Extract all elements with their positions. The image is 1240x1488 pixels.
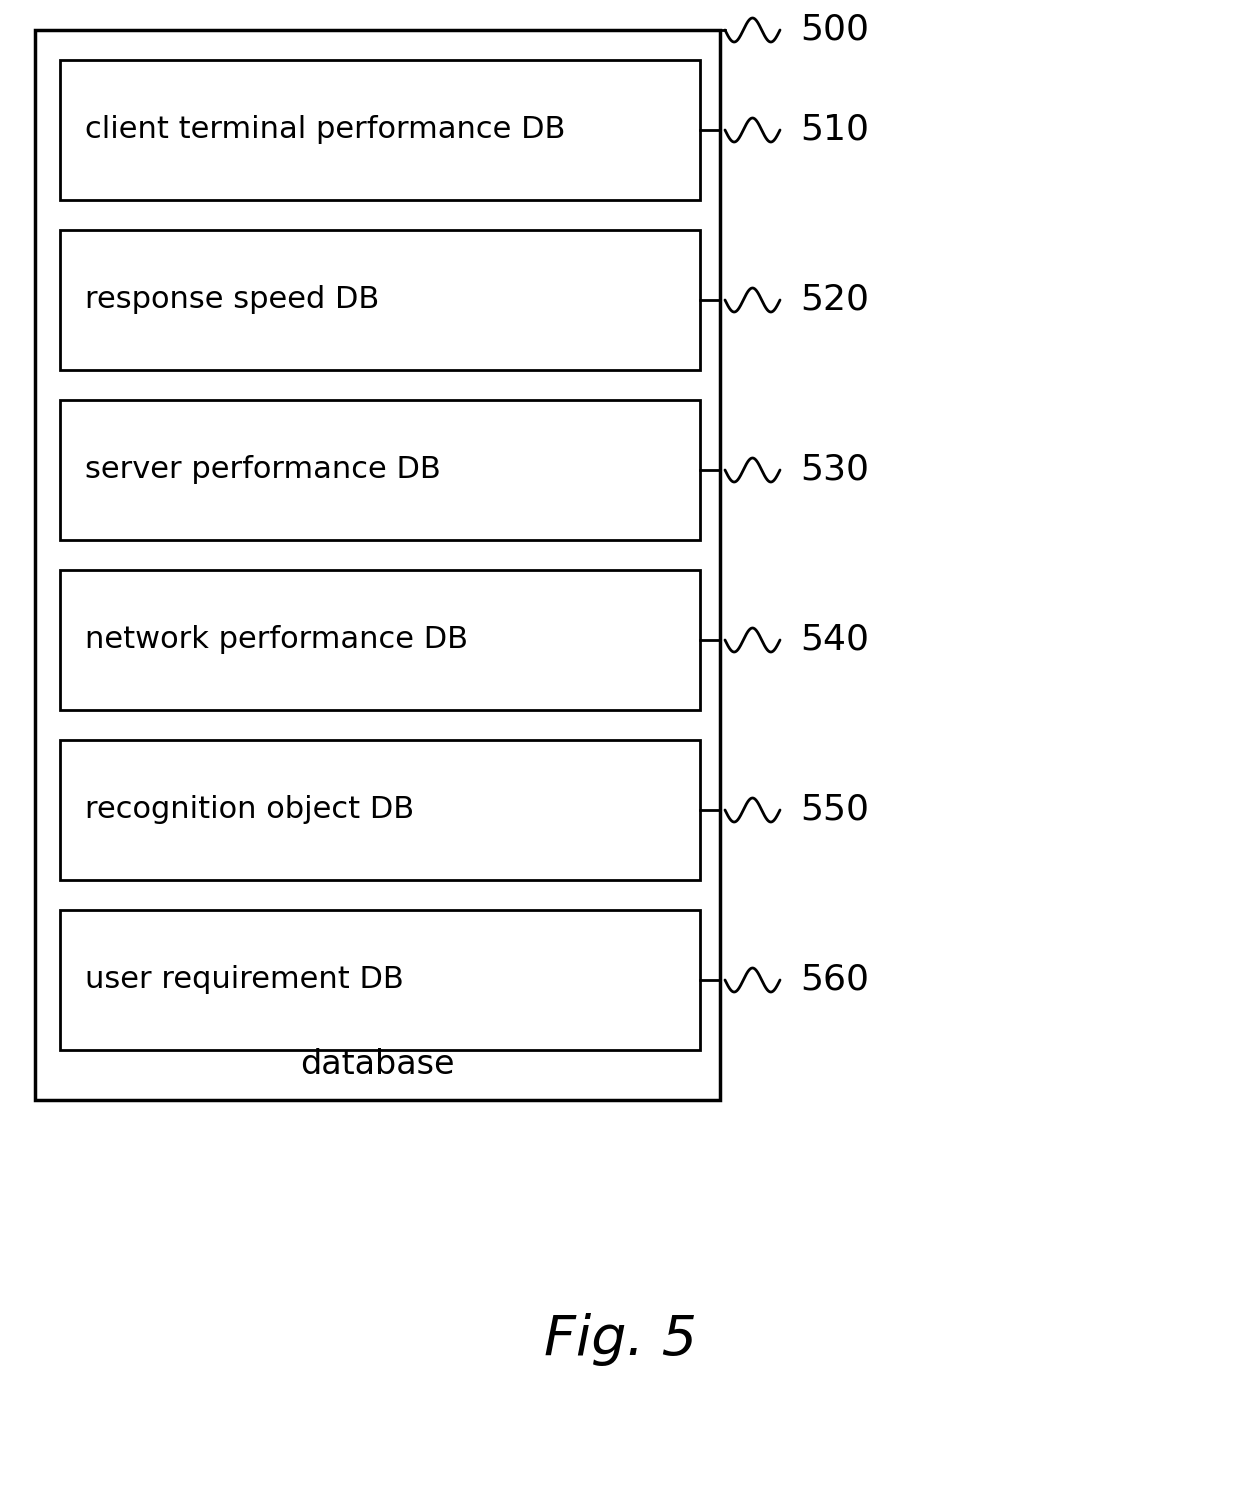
- Text: client terminal performance DB: client terminal performance DB: [86, 116, 565, 144]
- Bar: [60, 570, 701, 710]
- Bar: [60, 400, 701, 540]
- Text: server performance DB: server performance DB: [86, 455, 440, 485]
- Bar: [60, 911, 701, 1051]
- Text: 550: 550: [800, 793, 869, 827]
- Bar: [60, 60, 701, 199]
- Text: response speed DB: response speed DB: [86, 286, 379, 314]
- Bar: [60, 231, 701, 371]
- Text: 540: 540: [800, 623, 869, 658]
- Text: 520: 520: [800, 283, 869, 317]
- Text: 530: 530: [800, 452, 869, 487]
- Text: user requirement DB: user requirement DB: [86, 966, 404, 994]
- Bar: [60, 740, 701, 879]
- Text: database: database: [300, 1049, 455, 1082]
- Text: network performance DB: network performance DB: [86, 625, 467, 655]
- Bar: [35, 30, 720, 1100]
- Text: 560: 560: [800, 963, 869, 997]
- Text: 500: 500: [800, 13, 869, 48]
- Text: Fig. 5: Fig. 5: [543, 1314, 697, 1366]
- Text: recognition object DB: recognition object DB: [86, 796, 414, 824]
- Text: 510: 510: [800, 113, 869, 147]
